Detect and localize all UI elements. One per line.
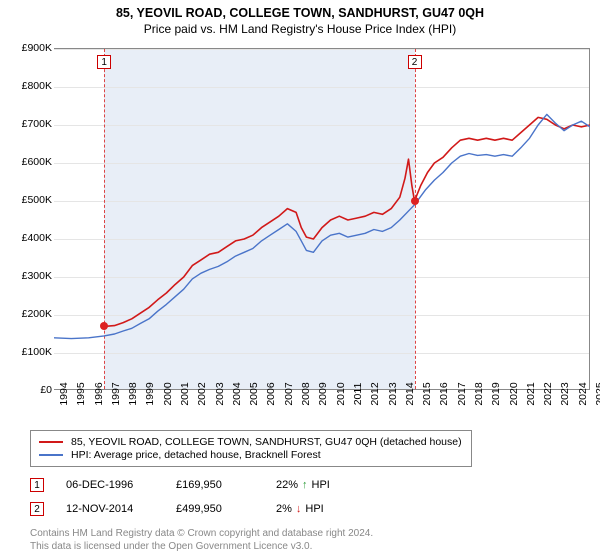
legend-swatch-property: [39, 441, 63, 443]
x-tick-label: 2025: [594, 382, 600, 405]
x-tick-label: 2018: [473, 382, 485, 405]
legend-label: HPI: Average price, detached house, Brac…: [71, 449, 321, 461]
title-block: 85, YEOVIL ROAD, COLLEGE TOWN, SANDHURST…: [0, 0, 600, 38]
x-tick-label: 2015: [421, 382, 433, 405]
x-tick-label: 2010: [335, 382, 347, 405]
line-chart: [54, 49, 590, 391]
sale-marker-box: 1: [30, 478, 44, 492]
x-tick-label: 2009: [317, 382, 329, 405]
y-tick-label: £200K: [4, 308, 52, 320]
x-tick-label: 1996: [93, 382, 105, 405]
x-tick-label: 2002: [196, 382, 208, 405]
legend-item: 85, YEOVIL ROAD, COLLEGE TOWN, SANDHURST…: [39, 436, 463, 448]
legend-swatch-hpi: [39, 454, 63, 456]
sale-point: [411, 197, 419, 205]
y-tick-label: £300K: [4, 270, 52, 282]
y-tick-label: £600K: [4, 156, 52, 168]
y-tick-label: £700K: [4, 118, 52, 130]
x-tick-label: 2003: [214, 382, 226, 405]
x-tick-label: 2008: [300, 382, 312, 405]
x-tick-label: 2004: [231, 382, 243, 405]
x-tick-label: 2005: [248, 382, 260, 405]
sale-point: [100, 322, 108, 330]
x-tick-label: 1998: [127, 382, 139, 405]
y-tick-label: £400K: [4, 232, 52, 244]
sale-diff-pct: 2%: [276, 503, 292, 515]
footer-line: Contains HM Land Registry data © Crown c…: [30, 528, 373, 541]
x-tick-label: 2000: [162, 382, 174, 405]
page-title: 85, YEOVIL ROAD, COLLEGE TOWN, SANDHURST…: [0, 6, 600, 20]
sale-diff: 2% ↓ HPI: [276, 503, 324, 515]
page-subtitle: Price paid vs. HM Land Registry's House …: [0, 22, 600, 36]
sale-diff-suffix: HPI: [312, 479, 330, 491]
sale-price: £169,950: [176, 479, 276, 491]
legend-label: 85, YEOVIL ROAD, COLLEGE TOWN, SANDHURST…: [71, 436, 462, 448]
x-tick-label: 2001: [179, 382, 191, 405]
y-tick-label: £800K: [4, 80, 52, 92]
y-tick-label: £900K: [4, 42, 52, 54]
x-tick-label: 2017: [456, 382, 468, 405]
x-tick-label: 2011: [352, 383, 364, 406]
arrow-down-icon: ↓: [296, 503, 302, 515]
x-tick-label: 2021: [525, 382, 537, 405]
x-tick-label: 1995: [75, 382, 87, 405]
x-tick-label: 2019: [490, 382, 502, 405]
legend: 85, YEOVIL ROAD, COLLEGE TOWN, SANDHURST…: [30, 430, 472, 467]
sale-diff-pct: 22%: [276, 479, 298, 491]
x-tick-label: 2006: [265, 382, 277, 405]
x-tick-label: 2007: [283, 382, 295, 405]
footer-line: This data is licensed under the Open Gov…: [30, 541, 373, 554]
sale-date: 12-NOV-2014: [66, 503, 176, 515]
legend-item: HPI: Average price, detached house, Brac…: [39, 449, 463, 461]
x-tick-label: 2016: [438, 382, 450, 405]
x-tick-label: 1994: [58, 382, 70, 405]
x-tick-label: 2012: [369, 382, 381, 405]
x-tick-label: 2022: [542, 382, 554, 405]
x-tick-label: 2024: [577, 382, 589, 405]
sale-date: 06-DEC-1996: [66, 479, 176, 491]
sale-row: 1 06-DEC-1996 £169,950 22% ↑ HPI: [30, 478, 330, 492]
x-tick-label: 2013: [387, 382, 399, 405]
x-tick-label: 1997: [110, 382, 122, 405]
sale-diff: 22% ↑ HPI: [276, 479, 330, 491]
sale-marker-box: 2: [30, 502, 44, 516]
x-tick-label: 2020: [508, 382, 520, 405]
footer: Contains HM Land Registry data © Crown c…: [30, 528, 373, 553]
series-hpi: [54, 114, 590, 338]
y-tick-label: £0: [4, 384, 52, 396]
x-tick-label: 2023: [559, 382, 571, 405]
x-tick-label: 2014: [404, 382, 416, 405]
arrow-up-icon: ↑: [302, 479, 308, 491]
sale-diff-suffix: HPI: [305, 503, 323, 515]
y-tick-label: £100K: [4, 346, 52, 358]
sale-row: 2 12-NOV-2014 £499,950 2% ↓ HPI: [30, 502, 324, 516]
sale-price: £499,950: [176, 503, 276, 515]
chart-container: 85, YEOVIL ROAD, COLLEGE TOWN, SANDHURST…: [0, 0, 600, 560]
plot-area: 12: [54, 48, 590, 390]
x-tick-label: 1999: [144, 382, 156, 405]
y-tick-label: £500K: [4, 194, 52, 206]
